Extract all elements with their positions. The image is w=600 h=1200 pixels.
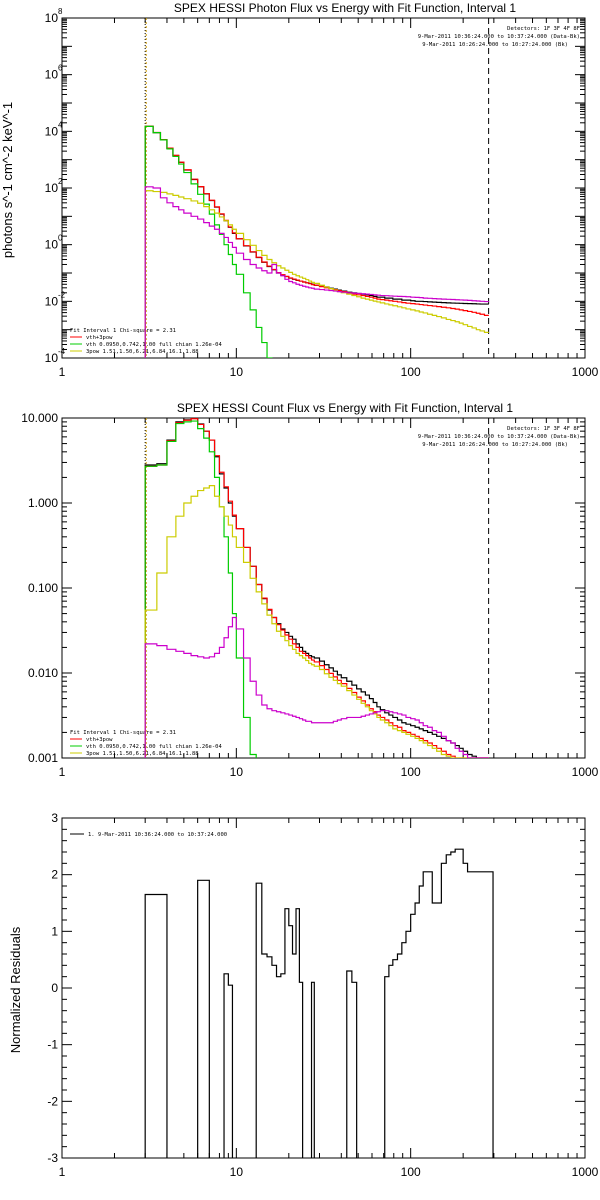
x-tick-label: 100 (401, 765, 421, 779)
panel2-time-data: 9-Mar-2011 10:36:24.000 to 10:37:24.000 … (418, 434, 580, 440)
panel2-time-bk: 9-Mar-2011 10:26:24.000 to 10:27:24.000 … (422, 442, 568, 448)
series-data (144, 418, 489, 758)
y-tick-exponent: 6 (58, 64, 63, 73)
legend-entry: vth 0.0950,0.742,1.00 full chian 1.26e-0… (86, 342, 222, 348)
legend-entry: vth 0.0950,0.742,1.00 full chian 1.26e-0… (86, 744, 222, 750)
series-background (144, 186, 489, 358)
panel1-ylabel: photons s^-1 cm^-2 keV^-1 (0, 102, 15, 258)
y-tick-exponent: 4 (58, 120, 63, 129)
legend-entry: vth+3pow (86, 737, 113, 743)
panel1-time-data: 9-Mar-2011 10:36:24.000 to 10:37:24.000 … (418, 34, 580, 40)
y-tick-label: 0 (51, 981, 58, 995)
plot-frame (61, 817, 586, 1159)
series-data (144, 125, 489, 358)
panel2-detectors: Detectors: 1F 3F 4F 8F (507, 426, 580, 432)
y-tick-label: 0.100 (28, 581, 58, 595)
panel3-ylabel: Normalized Residuals (8, 926, 23, 1053)
y-tick-label: 10 (45, 181, 59, 195)
y-tick-label: 10 (45, 294, 59, 308)
y-tick-label: 1.000 (28, 496, 58, 510)
y-tick-exponent: -2 (58, 290, 66, 299)
y-tick-label: 1 (51, 924, 58, 938)
x-tick-label: 1000 (572, 365, 599, 379)
y-tick-exponent: 8 (58, 7, 63, 16)
x-tick-label: 10 (230, 365, 244, 379)
legend-entry: 3pow 1.51,1.50,6.21,6.84,16.1,1.88 (86, 349, 199, 355)
x-tick-label: 1000 (572, 1165, 599, 1179)
legend-entry: 3pow 1.51,1.50,6.21,6.84,16.1,1.88 (86, 751, 199, 757)
legend-entry: Fit Interval 1 Chi-square = 2.31 (70, 328, 176, 334)
series-vth (144, 125, 273, 358)
x-tick-label: 1 (59, 365, 66, 379)
series-vth-3pow (144, 125, 489, 358)
panel1-detectors: Detectors: 1F 3F 4F 8F (507, 26, 580, 32)
panel2-legend: Fit Interval 1 Chi-square = 2.31vth+3pow… (70, 730, 222, 757)
y-tick-exponent: -4 (58, 347, 66, 356)
y-tick-label: -3 (47, 1151, 58, 1165)
x-tick-label: 1 (59, 1165, 66, 1179)
panel3-legend-text: 1. 9-Mar-2011 10:36:24.000 to 10:37:24.0… (88, 832, 227, 838)
panel1-title: SPEX HESSI Photon Flux vs Energy with Fi… (174, 1, 516, 15)
y-tick-exponent: 0 (58, 234, 63, 243)
series-background (144, 616, 489, 758)
series-3pow (144, 190, 489, 358)
x-tick-label: 10 (230, 1165, 244, 1179)
panel2-title: SPEX HESSI Count Flux vs Energy with Fit… (177, 401, 513, 415)
series-3pow (144, 485, 489, 758)
series-vth-3pow (144, 418, 489, 758)
plot-frame (61, 17, 586, 359)
y-tick-label: 3 (51, 811, 58, 825)
x-tick-label: 100 (401, 365, 421, 379)
y-tick-label: 10 (45, 11, 59, 25)
series-1-9-mar-2011-10-36-24-000-to-10-37-24-000 (144, 848, 494, 1158)
y-tick-label: -2 (47, 1094, 58, 1108)
panel1-legend: Fit Interval 1 Chi-square = 2.31vth+3pow… (70, 328, 222, 355)
x-tick-label: 100 (401, 1165, 421, 1179)
y-tick-label: 10 (45, 124, 59, 138)
y-tick-exponent: 2 (58, 177, 63, 186)
x-tick-label: 1 (59, 765, 66, 779)
y-tick-label: 10.000 (21, 411, 58, 425)
x-tick-label: 10 (230, 765, 244, 779)
plot-frame (61, 417, 586, 759)
y-tick-label: 10 (45, 238, 59, 252)
panel1-time-bk: 9-Mar-2011 10:26:24.000 to 10:27:24.000 … (422, 42, 568, 48)
y-tick-label: -1 (47, 1038, 58, 1052)
y-tick-label: 0.010 (28, 666, 58, 680)
y-tick-label: 2 (51, 868, 58, 882)
x-tick-label: 1000 (572, 765, 599, 779)
series-vth (144, 420, 257, 758)
y-tick-label: 0.001 (28, 751, 58, 765)
legend-entry: Fit Interval 1 Chi-square = 2.31 (70, 730, 176, 736)
legend-entry: vth+3pow (86, 335, 113, 341)
y-tick-label: 10 (45, 68, 59, 82)
y-tick-label: 10 (45, 351, 59, 365)
